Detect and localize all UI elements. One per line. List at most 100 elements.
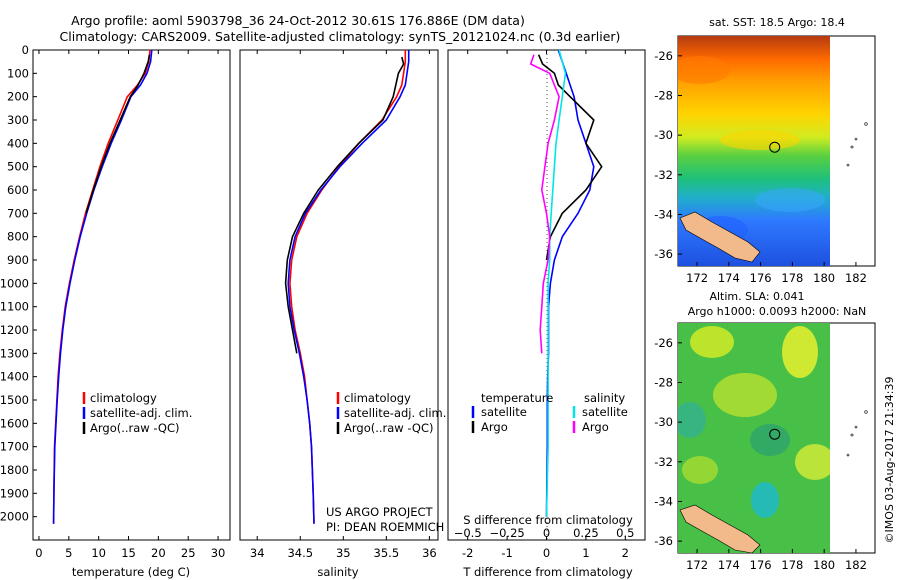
x-tick-label: 30 (211, 546, 226, 560)
x-tick-label: -1 (501, 546, 512, 560)
sla-map-title: Altim. SLA: 0.041 (709, 290, 804, 303)
map-x-tick-label: 178 (781, 271, 803, 285)
x2-tick-label: −0.5 (454, 526, 482, 540)
map-x-tick-label: 176 (750, 271, 772, 285)
argo-position-marker (769, 141, 781, 153)
x-tick-label: -2 (462, 546, 473, 560)
legend-label-t-satellite: satellite (481, 405, 527, 419)
y-tick-label: 1700 (0, 440, 29, 454)
legend-header-salinity: salinity (584, 391, 625, 405)
legend-label-satellite: satellite-adj. clim. (344, 406, 446, 420)
y-tick-label: 500 (7, 160, 29, 174)
map-y-tick-label: -30 (654, 415, 673, 429)
series-line-satellite-adj-clim (52, 49, 153, 524)
series-line-s-argo (529, 54, 560, 354)
legend-label-s-satellite: satellite (582, 405, 628, 419)
y-tick-label: 300 (7, 113, 29, 127)
x-tick-label: 5 (65, 546, 72, 560)
x-tick-label: 20 (151, 546, 166, 560)
timestamp-stamp: ©IMOS 03-Aug-2017 21:34:39 (883, 377, 896, 544)
map-y-tick-label: -30 (654, 128, 673, 142)
difference-panel: -2 -1 0 1 2 −0.5 −0.25 0 0.25 0.5 S difference f… (447, 49, 646, 579)
pi-annotation: PI: DEAN ROEMMICH (326, 520, 444, 534)
series-line-argo-raw-qc (284, 56, 405, 354)
difference-legend: temperature salinity satellite Argo sate… (471, 391, 628, 434)
y-tick-label: 800 (7, 230, 29, 244)
sla-map-panel: Altim. SLA: 0.041 Argo h1000: 0.0093 h20… (654, 290, 876, 572)
y-tick-label: 1000 (0, 276, 29, 290)
legend-label-s-argo: Argo (582, 420, 609, 434)
x-tick-label: 25 (181, 546, 196, 560)
legend-label-climatology: climatology (90, 391, 157, 405)
map-y-tick-label: -28 (654, 88, 673, 102)
y-tick-label: 100 (7, 66, 29, 80)
island-shapes (846, 122, 868, 167)
legend-label-t-argo: Argo (481, 420, 508, 434)
series-line-argo-raw-qc (85, 54, 151, 214)
figure-title-line2: Climatology: CARS2009. Satellite-adjuste… (60, 29, 621, 44)
map-x-tick-label: 174 (718, 558, 740, 572)
map-y-tick-label: -26 (654, 336, 673, 350)
y-tick-label: 1200 (0, 323, 29, 337)
map-y-tick-label: -26 (654, 49, 673, 63)
y-tick-label: 700 (7, 206, 29, 220)
map-x-tick-label: 172 (686, 558, 708, 572)
series-line-t-argo (537, 54, 603, 261)
sla-field (678, 323, 830, 553)
landmass-shape (679, 504, 761, 553)
map-x-tick-label: 180 (813, 558, 835, 572)
sst-field (678, 36, 830, 266)
x2-tick-label: 0.5 (616, 526, 634, 540)
y-tick-label: 1600 (0, 416, 29, 430)
x2-tick-label: 0.25 (573, 526, 599, 540)
x-tick-label: 0 (543, 546, 550, 560)
x-tick-label: 1 (582, 546, 589, 560)
sst-map-title: sat. SST: 18.5 Argo: 18.4 (709, 16, 845, 29)
map-y-tick-label: -34 (654, 207, 673, 221)
map-y-tick-label: -34 (654, 494, 673, 508)
temperature-panel: 0100200300400500600700800900100011001200… (0, 43, 231, 579)
legend-header-temperature: temperature (481, 391, 553, 405)
t-difference-xlabel: T difference from climatology (462, 565, 633, 579)
map-x-tick-label: 180 (813, 271, 835, 285)
legend-label-climatology: climatology (344, 391, 411, 405)
x-tick-label: 35 (336, 546, 351, 560)
temperature-axes-frame (32, 49, 231, 541)
map-y-tick-label: -36 (654, 247, 673, 261)
map-y-tick-label: -36 (654, 534, 673, 548)
project-annotation: US ARGO PROJECT (326, 505, 434, 519)
map-y-tick-label: -32 (654, 168, 673, 182)
x2-tick-label: −0.25 (489, 526, 524, 540)
x-tick-label: 34.5 (287, 546, 313, 560)
y-tick-label: 1100 (0, 300, 29, 314)
landmass-shape (679, 211, 761, 263)
island-shapes (846, 410, 868, 457)
salinity-xlabel: salinity (317, 565, 358, 579)
x-tick-label: 10 (91, 546, 106, 560)
x-tick-label: 0 (35, 546, 42, 560)
x2-tick-label: 0 (543, 526, 550, 540)
legend-label-argo: Argo(..raw -QC) (90, 421, 180, 435)
map-x-tick-label: 176 (750, 558, 772, 572)
sla-map-subtitle: Argo h1000: 0.0093 h2000: NaN (688, 305, 867, 318)
salinity-legend: climatology satellite-adj. clim. Argo(..… (336, 391, 446, 435)
legend-label-satellite: satellite-adj. clim. (90, 406, 192, 420)
legend-label-argo: Argo(..raw -QC) (344, 421, 434, 435)
map-x-tick-label: 178 (781, 558, 803, 572)
map-x-tick-label: 172 (686, 271, 708, 285)
s-difference-xlabel: S difference from climatology (463, 513, 633, 527)
x-tick-label: 35.5 (374, 546, 400, 560)
y-tick-label: 400 (7, 136, 29, 150)
y-tick-label: 1400 (0, 370, 29, 384)
series-line-satellite-adj-clim (287, 50, 410, 524)
temperature-xlabel: temperature (deg C) (72, 565, 190, 579)
map-x-tick-label: 182 (845, 558, 867, 572)
map-y-tick-label: -32 (654, 455, 673, 469)
figure-title-line1: Argo profile: aoml 5903798_36 24-Oct-201… (71, 13, 525, 28)
x-tick-label: 36 (422, 546, 437, 560)
y-tick-label: 1500 (0, 393, 29, 407)
series-line-s-satellite (545, 49, 567, 517)
map-y-tick-label: -28 (654, 375, 673, 389)
y-tick-label: 900 (7, 253, 29, 267)
